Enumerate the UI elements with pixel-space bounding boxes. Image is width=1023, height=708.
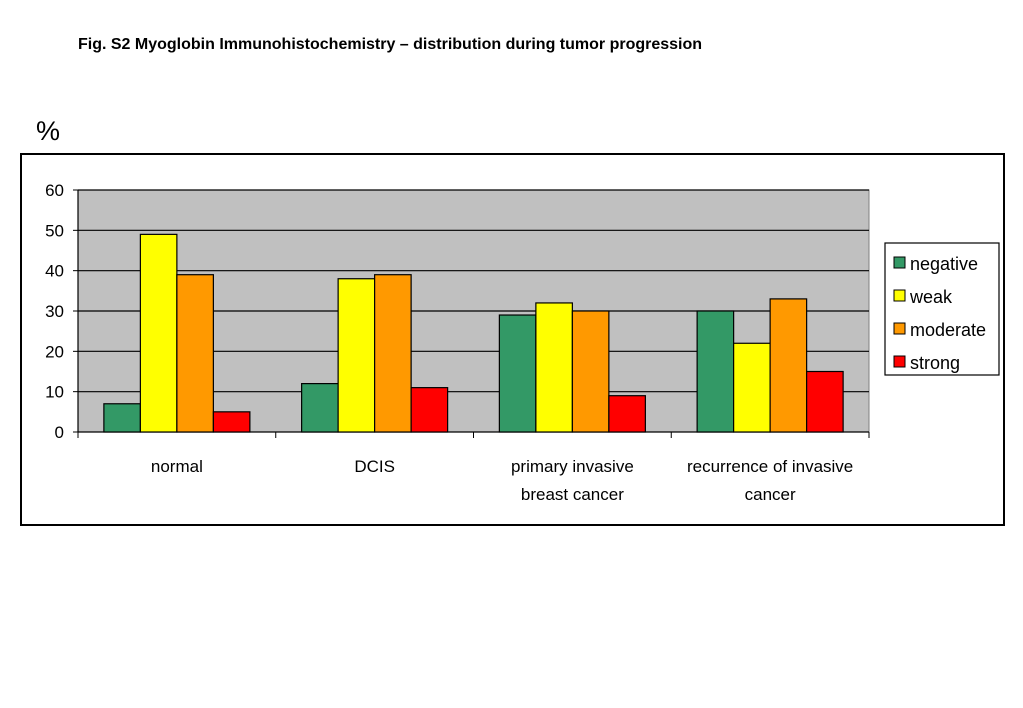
y-unit-label: % — [36, 116, 61, 146]
bar-negative — [498, 314, 537, 433]
y-tick-label: 60 — [45, 181, 64, 200]
legend-swatch-strong — [893, 355, 906, 368]
legend-label-negative: negative — [910, 254, 978, 274]
bar-moderate — [571, 310, 610, 433]
legend-swatch-weak — [893, 289, 906, 302]
bar-moderate — [769, 298, 808, 433]
legend-label-weak: weak — [909, 287, 953, 307]
x-tick-label: breast cancer — [521, 485, 624, 504]
bar-moderate — [176, 274, 214, 433]
chart-frame — [20, 153, 1005, 526]
y-tick-label: 10 — [45, 383, 64, 402]
legend-label-moderate: moderate — [910, 320, 986, 340]
x-tick-label: primary invasive — [511, 457, 634, 476]
x-tick-label: DCIS — [354, 457, 395, 476]
bar-strong — [410, 387, 449, 433]
y-tick-label: 30 — [45, 302, 64, 321]
x-tick-label: cancer — [745, 485, 796, 504]
bar-strong — [806, 370, 844, 433]
bar-negative — [301, 383, 339, 433]
bar-negative — [696, 310, 735, 433]
bar-weak — [733, 342, 771, 433]
legend-swatch-negative — [893, 256, 906, 269]
bar-weak — [535, 302, 573, 433]
figure-title: Fig. S2 Myoglobin Immunohistochemistry –… — [78, 36, 703, 53]
bar-strong — [608, 395, 646, 433]
bar-weak — [337, 278, 376, 433]
y-tick-label: 40 — [45, 262, 64, 281]
y-tick-label: 20 — [45, 342, 64, 361]
y-tick-label: 50 — [45, 221, 64, 240]
x-tick-label: normal — [151, 457, 203, 476]
bar-moderate — [374, 274, 412, 433]
y-tick-label: 0 — [55, 423, 64, 442]
bar-strong — [212, 411, 251, 433]
bar-negative — [103, 403, 141, 433]
legend-swatch-moderate — [893, 322, 906, 335]
legend-label-strong: strong — [910, 353, 960, 373]
bar-weak — [139, 233, 178, 433]
x-tick-label: recurrence of invasive — [687, 457, 853, 476]
